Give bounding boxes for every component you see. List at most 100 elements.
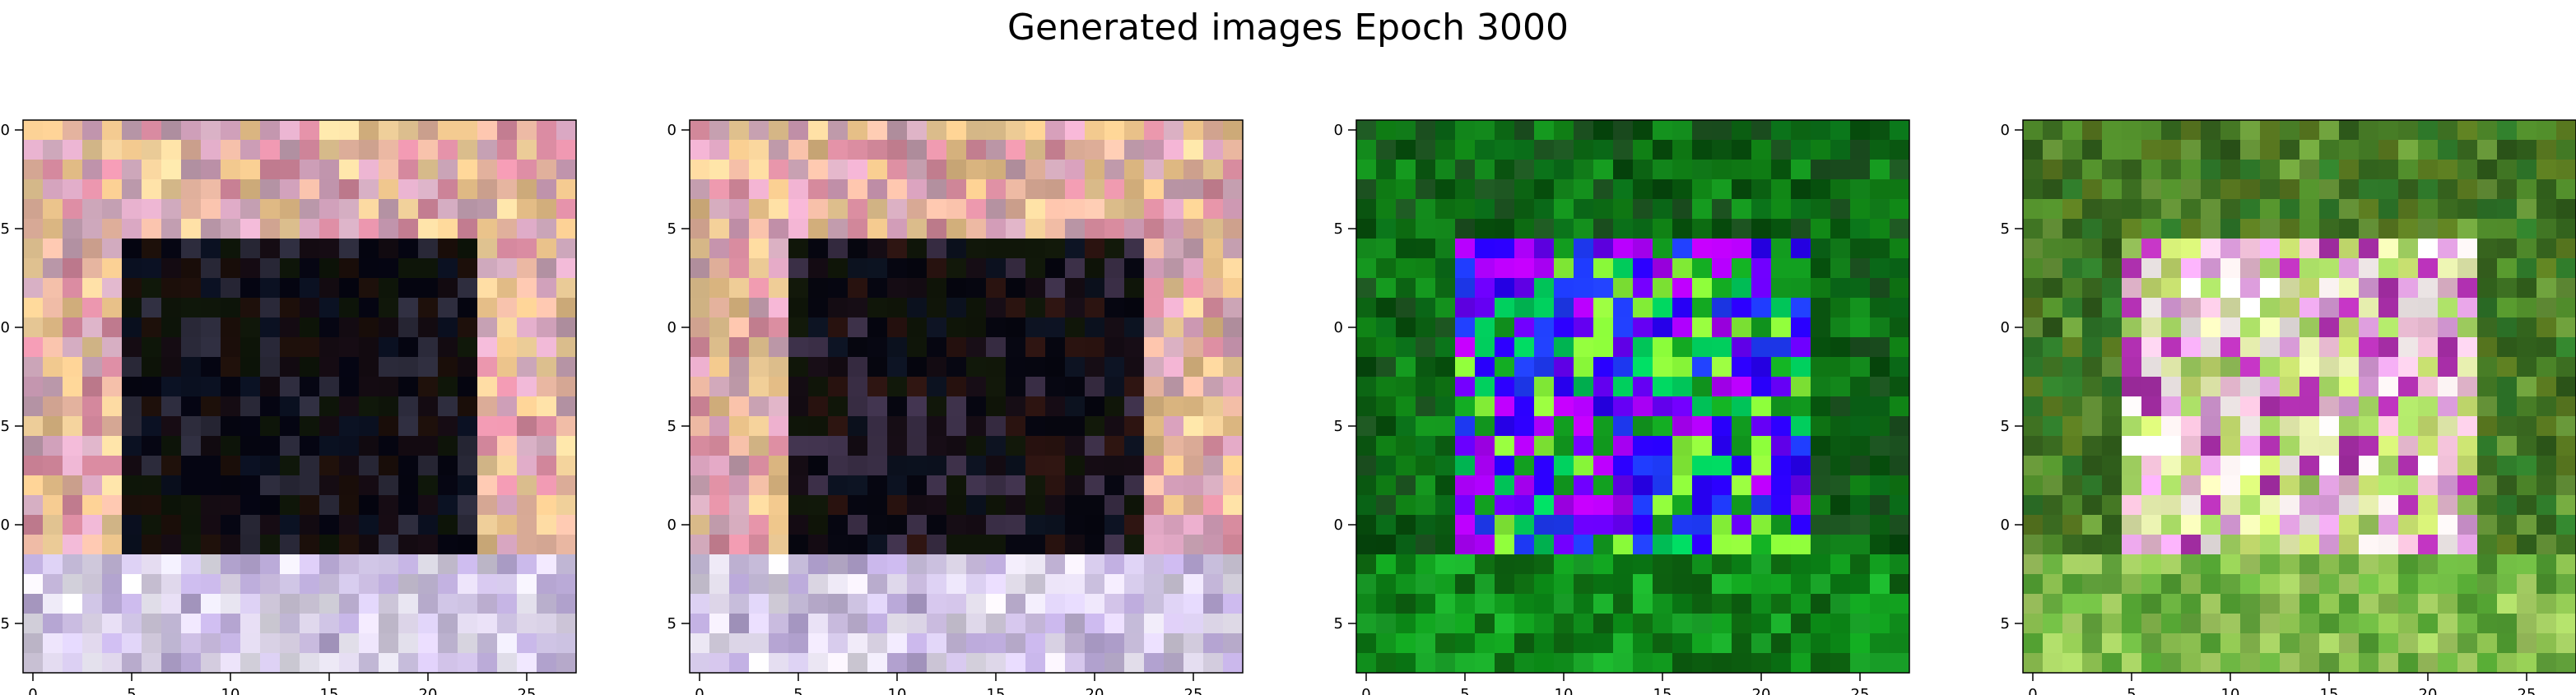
heatmap-cell [379, 298, 398, 317]
heatmap-cell [537, 278, 556, 298]
heatmap-cell [2319, 614, 2339, 633]
heatmap-cell [359, 554, 379, 574]
heatmap-cell [359, 120, 379, 140]
heatmap-cell [1574, 298, 1593, 317]
heatmap-cell [23, 653, 43, 673]
heatmap-cell [927, 298, 946, 317]
heatmap-cell [2220, 258, 2240, 278]
heatmap-cell [142, 475, 161, 495]
heatmap-cell [497, 614, 517, 633]
heatmap-cell [1455, 396, 1475, 416]
heatmap-cell [848, 219, 867, 239]
heatmap-cell [907, 278, 927, 298]
heatmap-cell [1455, 179, 1475, 199]
heatmap-cell [102, 199, 122, 219]
heatmap-cell [2141, 199, 2161, 219]
heatmap-cell [1890, 317, 1909, 337]
heatmap-cell [2378, 614, 2398, 633]
heatmap-cell [1376, 278, 1396, 298]
heatmap-cell [828, 377, 848, 396]
heatmap-cell [201, 120, 221, 140]
heatmap-cell [1475, 219, 1495, 239]
heatmap-cell [300, 317, 319, 337]
heatmap-cell [1771, 436, 1791, 456]
heatmap-cell [497, 594, 517, 614]
heatmap-cell [1593, 396, 1613, 416]
heatmap-cell [1751, 495, 1771, 515]
heatmap-cell [1712, 614, 1732, 633]
heatmap-cell [458, 535, 477, 554]
heatmap-cell [2220, 535, 2240, 554]
heatmap-cell [2319, 219, 2339, 239]
heatmap-cell [1653, 456, 1672, 475]
heatmap-cell [1025, 535, 1045, 554]
heatmap-cell [2418, 416, 2438, 436]
heatmap-cell [2517, 317, 2536, 337]
heatmap-cell [2359, 298, 2378, 317]
heatmap-cell [260, 515, 280, 535]
heatmap-cell [556, 416, 576, 436]
heatmap-cell [1065, 120, 1085, 140]
heatmap-cell [769, 436, 788, 456]
heatmap-cell [1475, 535, 1495, 554]
heatmap-cell [1475, 179, 1495, 199]
heatmap-cell [867, 258, 887, 278]
heatmap-cell [1435, 416, 1455, 436]
heatmap-cell [1692, 416, 1712, 436]
heatmap-cell [2477, 515, 2497, 535]
heatmap-cell [23, 337, 43, 357]
heatmap-cell [2161, 179, 2181, 199]
heatmap-cell [709, 278, 729, 298]
heatmap-cell [1045, 140, 1065, 160]
heatmap-cell [2220, 456, 2240, 475]
heatmap-cell [418, 653, 438, 673]
heatmap-cell [2062, 633, 2082, 653]
heatmap-cell [1045, 554, 1065, 574]
heatmap-cell [280, 535, 300, 554]
heatmap-cell [1850, 258, 1870, 278]
heatmap-cell [2517, 357, 2536, 377]
heatmap-cell [1065, 653, 1085, 673]
heatmap-cell [537, 357, 556, 377]
heatmap-cell [1633, 377, 1653, 396]
heatmap-cell [1593, 357, 1613, 377]
heatmap-cell [2457, 456, 2477, 475]
heatmap-cell [1613, 258, 1633, 278]
heatmap-cell [1455, 574, 1475, 594]
heatmap-cell [260, 317, 280, 337]
heatmap-cell [260, 653, 280, 673]
heatmap-cell [2122, 396, 2141, 416]
heatmap-cell [43, 160, 63, 179]
heatmap-cell [1870, 574, 1890, 594]
heatmap-cell [2082, 120, 2102, 140]
heatmap-cell [161, 199, 181, 219]
heatmap-cell [2398, 377, 2418, 396]
heatmap-cell [1534, 574, 1554, 594]
heatmap-cell [848, 199, 867, 219]
heatmap-cell [1514, 377, 1534, 396]
heatmap-cell [359, 475, 379, 495]
heatmap-cell [1791, 140, 1811, 160]
heatmap-cell [319, 377, 339, 396]
heatmap-cell [517, 317, 537, 337]
heatmap-cell [1085, 396, 1104, 416]
heatmap-cell [867, 357, 887, 377]
heatmap-cell [1672, 535, 1692, 554]
heatmap-cell [2378, 160, 2398, 179]
heatmap-cell [769, 574, 788, 594]
heatmap-cell [43, 495, 63, 515]
heatmap-cell [1124, 179, 1144, 199]
heatmap-cell [260, 160, 280, 179]
heatmap-cell [1593, 377, 1613, 396]
x-tick-label: 25 [2518, 686, 2536, 695]
y-tick-label: 0 [667, 122, 677, 139]
heatmap-cell [1751, 160, 1771, 179]
heatmap-cell [2556, 337, 2576, 357]
heatmap-cell [1771, 396, 1791, 416]
heatmap-cell [359, 357, 379, 377]
heatmap-cell [2398, 160, 2418, 179]
heatmap-cell [280, 219, 300, 239]
heatmap-cell [201, 515, 221, 535]
heatmap-cell [2181, 475, 2201, 495]
heatmap-cell [2161, 258, 2181, 278]
